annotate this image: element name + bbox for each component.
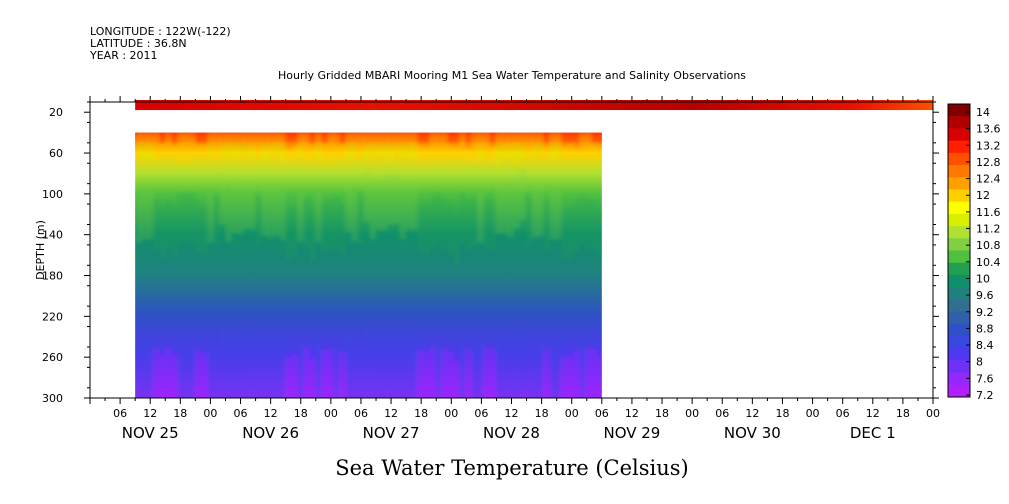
- colorbar-swatch: [948, 372, 970, 386]
- x-hour-label: 12: [264, 407, 278, 420]
- colorbar-swatch: [948, 189, 970, 203]
- colorbar-label: 10: [976, 272, 990, 285]
- x-day-label: NOV 28: [483, 424, 540, 442]
- colorbar-frame: [947, 103, 971, 398]
- colorbar-label: 9.6: [976, 289, 994, 302]
- x-hour-label: 18: [414, 407, 428, 420]
- colorbar-swatch: [948, 140, 970, 154]
- y-tick-label: 180: [42, 270, 63, 283]
- colorbar-swatch: [948, 226, 970, 239]
- x-hour-label: 18: [655, 407, 669, 420]
- colorbar-swatch: [948, 213, 970, 227]
- latitude-label: LATITUDE : 36.8N: [90, 37, 187, 50]
- y-tick-label: 220: [42, 310, 63, 323]
- y-tick-label: 260: [42, 351, 63, 364]
- colorbar-label: 12.8: [976, 156, 1001, 169]
- colorbar-swatch: [948, 116, 970, 129]
- x-day-label: DEC 1: [850, 424, 896, 442]
- x-axis: 06 12 18 00 06 12 18 00 06 12 18 00 06 12 18 00 06 12 18 00…: [89, 96, 940, 442]
- x-day-label: NOV 25: [122, 424, 179, 442]
- x-hour-label: 06: [354, 407, 368, 420]
- colorbar-label: 14: [976, 106, 990, 119]
- colorbar-swatch: [948, 348, 970, 361]
- surface-band: [135, 100, 934, 111]
- longitude-label: LONGITUDE : 122W(-122): [90, 25, 231, 38]
- colorbar-swatch: [948, 311, 970, 325]
- x-day-label: NOV 30: [724, 424, 781, 442]
- x-hour-label: 18: [775, 407, 789, 420]
- colorbar-swatch: [948, 274, 970, 288]
- year-label: YEAR : 2011: [89, 49, 158, 62]
- plot-area: [89, 100, 934, 399]
- colorbar-label: 10.4: [976, 256, 1001, 269]
- x-hour-label: 00: [806, 407, 820, 420]
- bottom-label: Sea Water Temperature (Celsius): [335, 456, 689, 480]
- colorbar-swatch: [948, 104, 970, 117]
- y-tick-label: 300: [42, 392, 63, 405]
- x-hour-label: 12: [505, 407, 519, 420]
- colorbar-swatch: [948, 250, 970, 264]
- chart-title: Hourly Gridded MBARI Mooring M1 Sea Wate…: [278, 69, 746, 82]
- colorbar-swatch: [948, 177, 970, 190]
- colorbar: 14 13.6 13.2 12.8 12.4 12 11.6 11.2 10.8 10.4 10 9.…: [947, 103, 1001, 402]
- x-hour-label: 18: [535, 407, 549, 420]
- x-hour-label: 00: [444, 407, 458, 420]
- y-tick-label: 100: [42, 188, 63, 201]
- colorbar-label: 12.4: [976, 173, 1001, 186]
- colorbar-label: 8.8: [976, 322, 994, 335]
- colorbar-swatch: [948, 128, 970, 142]
- colorbar-label: 10.8: [976, 239, 1001, 252]
- x-hour-label: 12: [745, 407, 759, 420]
- x-hour-label: 18: [173, 407, 187, 420]
- x-hour-label: 12: [625, 407, 639, 420]
- colorbar-swatch: [948, 299, 970, 313]
- x-hour-label: 12: [866, 407, 880, 420]
- colorbar-swatch: [948, 262, 970, 276]
- colorbar-label: 11.6: [976, 206, 1001, 219]
- x-hour-label: 00: [203, 407, 217, 420]
- y-tick-label: 140: [42, 229, 63, 242]
- x-day-label: NOV 26: [242, 424, 299, 442]
- x-hour-label: 06: [836, 407, 850, 420]
- x-day-label: NOV 29: [603, 424, 660, 442]
- colorbar-label: 7.2: [976, 389, 994, 402]
- x-hour-label: 18: [294, 407, 308, 420]
- colorbar-label: 9.2: [976, 306, 994, 319]
- x-hour-label: 00: [324, 407, 338, 420]
- colorbar-swatch: [948, 165, 970, 178]
- x-hour-label: 18: [896, 407, 910, 420]
- y-axis: 20 60 100 140 180 220 260 300: [42, 101, 939, 405]
- colorbar-label: 8.4: [976, 339, 994, 352]
- colorbar-label: 8: [976, 356, 983, 369]
- colorbar-swatch: [948, 152, 970, 166]
- colorbar-swatch: [948, 323, 970, 337]
- colorbar-label: 11.2: [976, 223, 1001, 236]
- colorbar-swatch: [948, 201, 970, 215]
- colorbar-label: 7.6: [976, 372, 994, 385]
- x-hour-label: 12: [143, 407, 157, 420]
- x-hour-label: 12: [384, 407, 398, 420]
- colorbar-swatch: [948, 360, 970, 374]
- x-hour-label: 06: [113, 407, 127, 420]
- x-hour-label: 00: [565, 407, 579, 420]
- colorbar-swatch: [948, 238, 970, 251]
- colorbar-swatch: [948, 287, 970, 300]
- y-tick-label: 60: [49, 147, 63, 160]
- colorbar-swatch: [948, 384, 970, 398]
- y-tick-label: 20: [49, 106, 63, 119]
- x-hour-label: 06: [595, 407, 609, 420]
- x-hour-label: 06: [474, 407, 488, 420]
- colorbar-label: 12: [976, 189, 990, 202]
- x-hour-label: 00: [685, 407, 699, 420]
- colorbar-label: 13.6: [976, 123, 1001, 136]
- x-day-label: NOV 27: [363, 424, 420, 442]
- x-hour-label: 00: [926, 407, 940, 420]
- y-axis-label: DEPTH (m): [34, 220, 47, 280]
- temperature-variability: [135, 132, 602, 398]
- x-hour-label: 06: [715, 407, 729, 420]
- colorbar-label: 13.2: [976, 139, 1001, 152]
- colorbar-swatch: [948, 335, 970, 349]
- x-hour-label: 06: [234, 407, 248, 420]
